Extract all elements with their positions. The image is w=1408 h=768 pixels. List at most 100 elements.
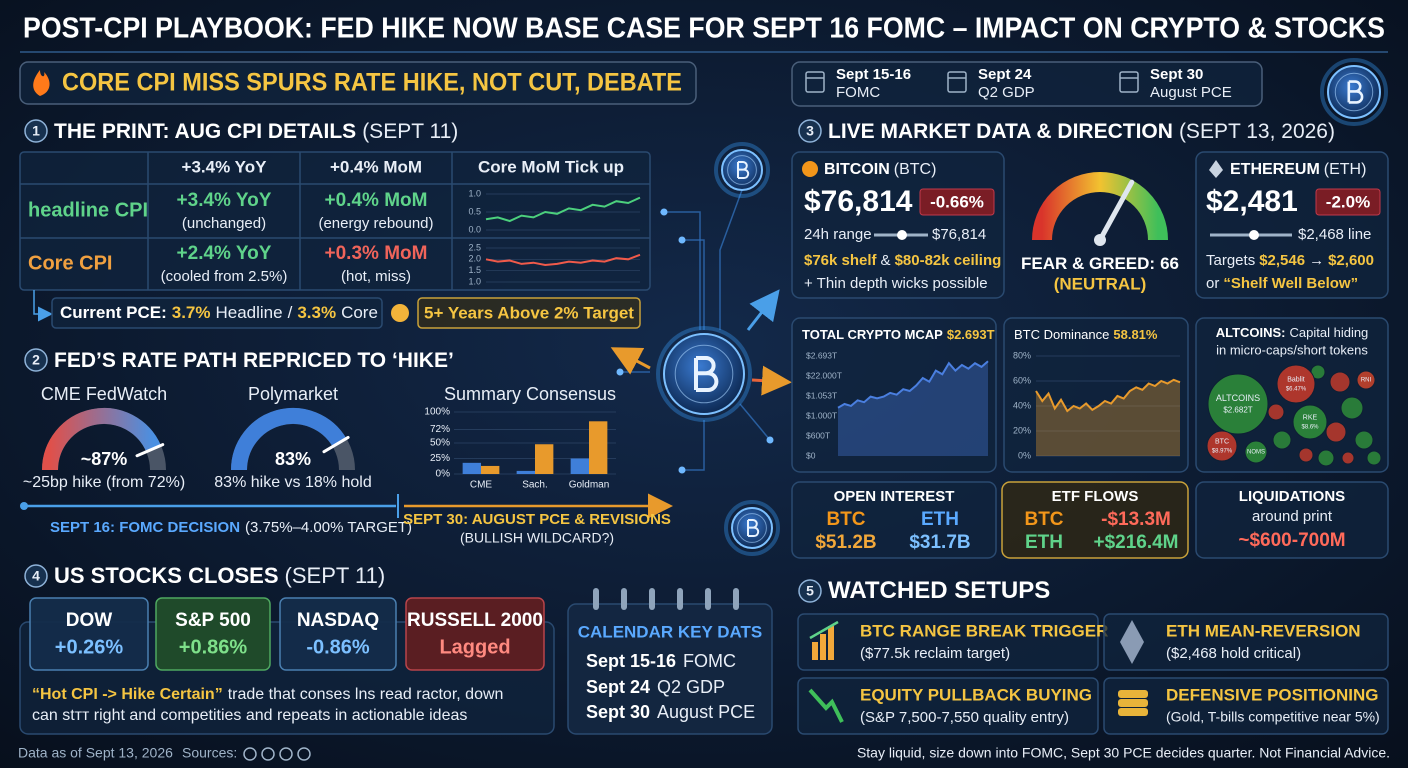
text-span: or: [1206, 275, 1219, 292]
strip-event: August PCE: [1150, 84, 1232, 101]
setup-title: BTC RANGE BREAK TRIGGER: [860, 621, 1108, 640]
bar: [535, 444, 554, 474]
eth-price: $2,481: [1206, 185, 1298, 218]
y-tick-label: 60%: [1013, 375, 1031, 385]
altcoins-subtitle: in micro-caps/short tokens: [1216, 342, 1368, 357]
badge: 5+ Years Above 2% Target: [424, 303, 634, 322]
hub-arrow: [610, 347, 651, 375]
y-tick-label: 2.5: [468, 242, 481, 252]
coin-glow: [1320, 58, 1388, 126]
range-value: $76,814: [932, 226, 986, 243]
area: [1036, 379, 1180, 456]
setup-icon-coin: [1118, 708, 1148, 716]
gauge-title: CME FedWatch: [41, 384, 167, 404]
footer-sources: Sources:: [182, 745, 237, 761]
line: [837, 360, 989, 409]
coin-ring: [727, 155, 757, 185]
gauge-value: ~87%: [81, 449, 128, 469]
index-tile: [405, 597, 545, 671]
section-number: 5: [806, 583, 814, 599]
bubble-label: ALTCOINS: [1216, 393, 1260, 403]
coin-ring: [1334, 72, 1374, 112]
text-span: ALTCOINS:: [1216, 325, 1286, 340]
bar: [589, 421, 608, 474]
footer-disclaimer: Stay liquid, size down into FOMC, Sept 3…: [857, 745, 1390, 761]
coin-symbol: [1347, 80, 1364, 104]
text-span: (SEPT 11): [285, 563, 386, 588]
index-tile: [29, 597, 149, 671]
text-span: Sept 30: [586, 702, 650, 722]
line: [485, 196, 641, 223]
bubble-label: RNI: [1361, 378, 1372, 384]
cpi-table: [19, 151, 651, 291]
cell-value: +0.4% MoM: [325, 190, 428, 211]
cell-note: (hot, miss): [341, 268, 411, 285]
section-number-badge: [24, 348, 48, 372]
bubble: [1329, 371, 1351, 393]
setup-icon-arrow: [808, 688, 844, 723]
coin-symbol: [694, 356, 719, 392]
banner-box: [19, 61, 697, 105]
x-tick-label: CME: [470, 480, 493, 491]
liquidations-value: ~$600-700M: [1238, 530, 1345, 551]
etf-value: +$216.4M: [1093, 532, 1178, 553]
etf-label: BTC: [1024, 509, 1063, 530]
gauge-note: 83% hike vs 18% hold: [214, 474, 371, 491]
fear-greed-label: FEAR & GREED: 66: [1021, 254, 1179, 273]
y-axis-label: $1.000T: [806, 410, 837, 420]
source-icon: [279, 747, 293, 761]
strip-date: Sept 24: [978, 66, 1032, 83]
bubble-value: $8.6%: [1301, 424, 1319, 430]
line: [1035, 378, 1181, 413]
coin-ring: [674, 344, 734, 404]
section-heading: THE PRINT: AUG CPI DETAILS (SEPT 11): [54, 120, 458, 143]
text-span: LIVE MARKET DATA & DIRECTION: [828, 120, 1173, 143]
dominance-panel: [1003, 317, 1189, 473]
bubble: [1341, 451, 1355, 465]
hub-arrow: [746, 289, 780, 331]
calendar-ring: [649, 588, 655, 610]
banner: CORE CPI MISS SPURS RATE HIKE, NOT CUT, …: [62, 69, 682, 97]
text-span: $2,546: [1259, 252, 1305, 269]
text-span: →: [1309, 252, 1324, 269]
text-span: US STOCKS CLOSES: [54, 563, 279, 588]
text-span: Q2 GDP: [657, 677, 725, 697]
chart-title: BTC Dominance 58.81%: [1014, 327, 1158, 342]
network-node: [616, 368, 624, 376]
x-tick-label: Sach.: [522, 480, 548, 491]
row-label: headline CPI: [28, 199, 148, 221]
section-heading: US STOCKS CLOSES (SEPT 11): [54, 563, 385, 588]
section-number-badge: [24, 119, 48, 143]
range-value: $2,468 line: [1298, 226, 1371, 243]
coin-symbol: [737, 161, 750, 179]
bubble: [1340, 396, 1364, 420]
calendar-icon: [805, 71, 825, 93]
text-span: (BTC): [894, 161, 937, 178]
y-tick-label: 40%: [1013, 400, 1031, 410]
setup-title: DEFENSIVE POSITIONING: [1166, 685, 1379, 704]
btc-name: BITCOIN (BTC): [824, 161, 936, 178]
section-number: 4: [32, 568, 40, 584]
setup-card: [797, 677, 1099, 735]
source-icon: [297, 747, 311, 761]
y-axis-label: $1.053T: [806, 390, 837, 400]
gauge-needle: [322, 435, 350, 454]
bar: [481, 465, 500, 474]
column-header: Core MoM Tick up: [478, 157, 624, 176]
calendar-ring: [593, 588, 599, 610]
pce-line: Current PCE: 3.7% Headline /3.3% Core: [60, 303, 378, 322]
fear-greed-needle: [1097, 179, 1135, 243]
bubble: [1244, 440, 1268, 464]
section-number: 2: [32, 352, 40, 368]
etf-flows-panel: [1001, 481, 1189, 559]
face-icon: [391, 304, 409, 322]
y-tick-label: 20%: [1013, 425, 1031, 435]
range-knob: [897, 230, 907, 240]
y-tick-label: 80%: [1013, 350, 1031, 360]
text-span: $76k shelf: [804, 252, 878, 269]
network-line: [719, 189, 743, 330]
bubble: [1267, 403, 1285, 421]
text-span: Capital hiding: [1290, 325, 1369, 340]
page-title: POST-CPI PLAYBOOK: FED HIKE NOW BASE CAS…: [23, 13, 1385, 45]
